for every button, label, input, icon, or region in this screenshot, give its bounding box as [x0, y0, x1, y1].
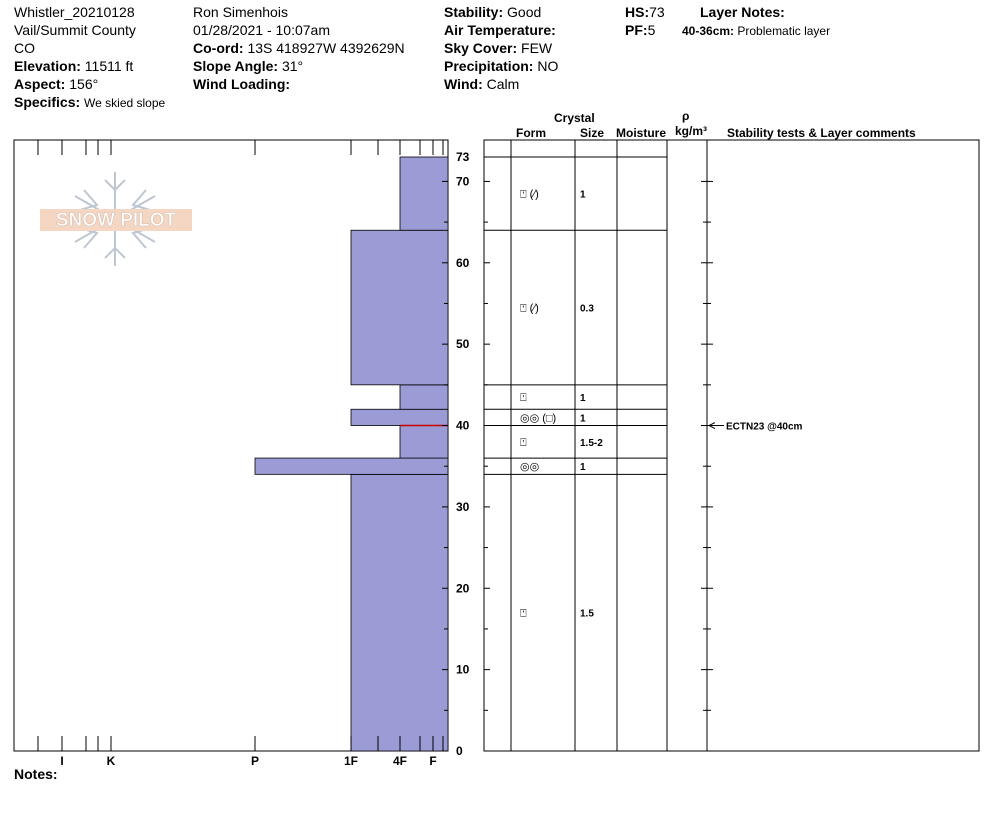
crystal-size-1: 1 [580, 462, 586, 473]
wind-loading-label: Wind Loading: [193, 76, 291, 92]
stability: Stability: Good [444, 4, 541, 20]
wind: Wind: Calm [444, 76, 519, 92]
precip-label: Precipitation: [444, 58, 534, 74]
hardness-bar-1 [254, 457, 449, 475]
crystal-form-2: ⍞ [520, 437, 527, 449]
stability-label: Stability: [444, 4, 504, 20]
crystal-form-6: ⍞ (⁄) [520, 189, 539, 201]
form-header: Form [516, 126, 546, 140]
datetime: 01/28/2021 - 10:07am [193, 22, 330, 38]
depth-label-30: 30 [456, 500, 470, 514]
stability-test-0: ECTN23 @40cm [726, 422, 803, 433]
aspect: Aspect: 156° [14, 76, 98, 92]
density-unit-header: kg/m³ [675, 124, 708, 138]
notes-label: Notes: [14, 766, 58, 782]
layer-table-frame [483, 139, 980, 752]
sky-label: Sky Cover: [444, 40, 518, 56]
crystal-size-2: 1.5-2 [580, 438, 603, 449]
slope-label: Slope Angle: [193, 58, 279, 74]
hardness-bar-2 [399, 425, 449, 459]
state: CO [14, 40, 35, 56]
hs-value: 73 [649, 4, 665, 20]
specifics-label: Specifics: [14, 94, 81, 110]
hardness-bar-4 [399, 384, 449, 410]
crystal-form-4: ⍞ [520, 392, 527, 404]
moisture-header: Moisture [616, 126, 667, 140]
depth-label-40: 40 [456, 419, 470, 433]
wind-label: Wind: [444, 76, 483, 92]
precip-value: NO [537, 58, 559, 74]
layer-note-range: 40-36cm: [682, 24, 735, 38]
logo-band [40, 209, 192, 231]
elevation-value: 11511 ft [84, 58, 134, 74]
hardness-bar-6 [399, 156, 449, 231]
coord-label: Co-ord: [193, 40, 244, 56]
crystal-size-3: 1 [580, 413, 586, 424]
aspect-label: Aspect: [14, 76, 66, 92]
size-header: Size [580, 126, 605, 140]
depth-label-50: 50 [456, 337, 470, 351]
elevation-label: Elevation: [14, 58, 81, 74]
density-rho-header: ρ [682, 109, 690, 123]
logo-text: SNOW PILOT [56, 210, 177, 231]
crystal-size-4: 1 [580, 393, 586, 404]
site-name: Whistler_20210128 [14, 4, 135, 20]
stability-value: Good [507, 4, 542, 20]
layer-note: 40-36cm: Problematic layer [682, 23, 830, 39]
slope-angle: Slope Angle: 31° [193, 58, 303, 74]
stability-arrow-head-0 [707, 422, 716, 429]
crystal-size-0: 1.5 [580, 609, 594, 620]
hardness-label-4f: 4F [393, 754, 407, 768]
hardness-label-f: F [429, 754, 436, 768]
snowpilot-logo: SNOW PILOT [40, 172, 192, 266]
depth-label-10: 10 [456, 663, 470, 677]
hardness-bar-5 [350, 229, 449, 386]
slope-value: 31° [281, 58, 304, 74]
hardness-label-p: P [251, 754, 259, 768]
hs-label: HS: [625, 4, 650, 20]
hardness-label-k: K [107, 754, 116, 768]
crystal-form-5: ⍞ (⁄) [520, 303, 539, 315]
crystal-form-3: ◎◎ (□) [520, 412, 556, 424]
specifics: Specifics: We skied slope [14, 94, 165, 111]
pf-value: 5 [647, 22, 656, 38]
specifics-value: We skied slope [84, 96, 166, 110]
coordinates: Co-ord: 13S 418927W 4392629N [193, 40, 405, 56]
sky-cover: Sky Cover: FEW [444, 40, 552, 56]
coord-value: 13S 418927W 4392629N [247, 40, 405, 56]
aspect-value: 156° [69, 76, 99, 92]
layer-note-text: Problematic layer [737, 24, 831, 38]
crystal-form-1: ◎◎ [520, 461, 539, 473]
wind-value: Calm [486, 76, 520, 92]
sky-value: FEW [521, 40, 553, 56]
pf-label: PF: [625, 22, 648, 38]
depth-label-0: 0 [456, 744, 463, 758]
pf: PF:5 [625, 22, 655, 38]
air-temperature-label: Air Temperature: [444, 22, 556, 38]
crystal-size-6: 1 [580, 190, 586, 201]
hardness-bar-0 [350, 473, 449, 752]
hs: HS:73 [625, 4, 665, 20]
depth-label-60: 60 [456, 256, 470, 270]
location: Vail/Summit County [14, 22, 136, 38]
hardness-label-i: I [60, 754, 63, 768]
observer: Ron Simenhois [193, 4, 288, 20]
crystal-header: Crystal [554, 111, 595, 125]
crystal-form-0: ⍞ [520, 608, 527, 620]
depth-label-73: 73 [456, 150, 470, 164]
hardness-label-1f: 1F [344, 754, 358, 768]
precipitation: Precipitation: NO [444, 58, 558, 74]
depth-label-70: 70 [456, 174, 470, 188]
depth-label-20: 20 [456, 581, 470, 595]
stability-comments-header: Stability tests & Layer comments [727, 126, 916, 140]
layer-notes-label: Layer Notes: [700, 4, 785, 20]
elevation: Elevation: 11511 ft [14, 58, 133, 74]
hardness-bar-3 [350, 408, 449, 426]
crystal-size-5: 0.3 [580, 304, 594, 315]
